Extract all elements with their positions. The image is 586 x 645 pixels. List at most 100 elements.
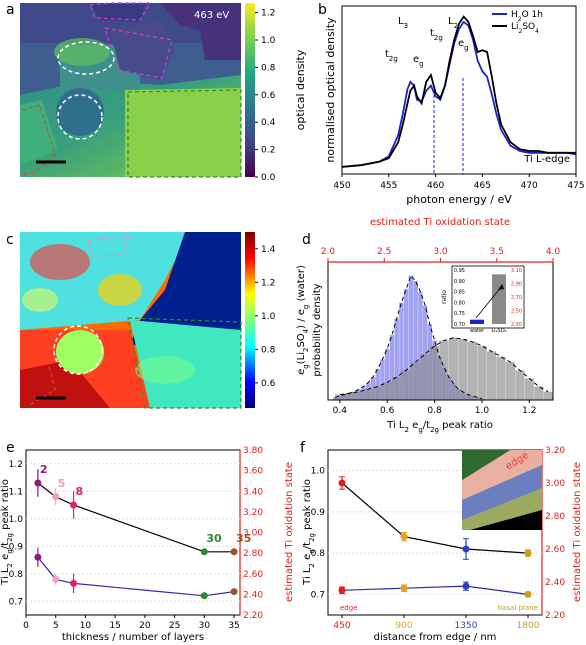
chart-f-ytick-label: 0.7 [311,590,325,600]
chart-d-bar-li2so4 [496,356,506,400]
chart-d-top-xlabel: estimated Ti oxidation state [370,217,510,228]
chart-b-xtick-label: 475 [567,181,584,191]
colorbar-a-label: optical density [294,49,307,130]
colorbar-c-tick-label: 0.6 [261,379,276,389]
chart-e-right-ytick-label: 2.80 [243,549,263,559]
chart-d-inset-ytick-label: 0.85 [454,290,465,296]
chart-e-ylabel: Ti L2 eg/t2g peak ratio [0,479,14,586]
chart-d-xtick-label: 0.6 [380,406,395,416]
chart-f-point [524,590,532,598]
colorbar-a-tick-label: 0.6 [261,91,276,101]
chart-d-inset-bar-water [470,319,484,324]
chart-d-bar-li2so4 [411,362,421,400]
chart-d-xtick-label: 1.2 [522,406,536,416]
chart-e-series-upper [37,482,235,553]
chart-d-bar-water [399,302,404,400]
chart-d-xtick-label: 0.4 [333,406,348,416]
chart-d-bar-li2so4 [467,341,478,400]
chart-d-xtick-label: 0.8 [427,406,442,416]
chart-f-right-ytick-label: 3.00 [545,479,565,489]
chart-d-fit-water [334,274,483,400]
chart-e-point [200,592,208,600]
chart-d-bar-li2so4 [363,389,373,400]
panel-letter-c: c [6,232,14,248]
chart-e-point [200,548,208,556]
chart-d-bar-li2so4 [543,391,553,400]
chart-d-top-xtick-label: 2.5 [377,247,391,257]
chart-d-bar-water [332,397,338,400]
chart-d-top-xtick-label: 4.0 [546,247,561,257]
chart-e-xtick-label: 15 [109,621,120,631]
chart-e-right-ytick-label: 3.60 [243,467,263,477]
chart-e-right-ylabel: estimated Ti oxidation state [284,462,295,602]
chart-e-ytick-label: 0.7 [9,597,23,607]
panel-letter-f: f [300,440,306,456]
chart-e-xtick-label: 20 [139,621,151,631]
chart-d-inset-right-ytick-label: 2.30 [511,322,522,328]
chart-e-point [230,548,238,556]
chart-e-point [34,479,42,487]
chart-d-bar-water [394,318,399,400]
chart-b-xtick-label: 465 [474,181,491,191]
chart-d-bar-li2so4 [344,393,354,400]
chart-e-xtick-label: 35 [228,621,239,631]
chart-f-annot-basal: basal plane [498,604,538,612]
chart-f-xtick-label: 1800 [517,621,540,631]
chart-f-xtick-label: 900 [395,621,412,631]
chart-d-top-xtick-label: 3.5 [490,247,504,257]
chart-e-ytick-label: 1.0 [9,515,24,525]
chart-e-point [230,588,238,596]
chart-d-ylabel: probability density [312,283,323,376]
chart-e-right-ytick-label: 3.80 [243,446,263,456]
chart-d-inset-ytick-label: 0.80 [454,300,465,306]
chart-f-point [462,545,470,553]
chart-d-bar-li2so4 [354,391,364,400]
chart-f-point [462,582,470,590]
panel-letter-b: b [318,2,327,18]
chart-e-point-label: 35 [236,532,251,545]
chart-f-right-ytick-label: 2.20 [545,611,565,621]
chart-e-right-ytick-label: 2.40 [243,590,263,600]
chart-d-bar-li2so4 [429,345,440,400]
chart-b-annot-l2: L2 [448,16,458,30]
colorbar-a-tick-label: 1.2 [261,9,275,19]
chart-e-right-ytick-label: 3.20 [243,508,263,518]
chart-b: 450 455 460 465 470 475 normalised optical de… [324,5,585,206]
chart-f-point [338,479,346,487]
chart-e-ytick-label: 0.9 [9,542,24,552]
panel-a-energy-label: 463 eV [194,10,229,21]
chart-f-ytick-label: 1.0 [311,467,326,477]
colorbar-c-tick-label: 1.0 [261,312,276,322]
chart-b-xtick-label: 455 [380,181,397,191]
chart-b-annot-eg-2: eg [458,38,469,52]
chart-e-xlabel: thickness / number of layers [62,632,204,643]
chart-b-series-li2so4 [341,15,576,168]
chart-e-point [34,553,42,561]
chart-f-inset-image: edge [462,450,542,530]
chart-d-bar-water [370,377,376,400]
chart-b-annot-edge: Ti L-edge [523,154,570,165]
chart-b-annot-t2g-2: t2g [430,28,443,42]
chart-e-point [52,575,60,583]
chart-e: 0.70.80.91.01.11.20 5 10 15 20 25 30 352.202.40… [0,446,295,643]
chart-d-inset-right-ytick-label: 2.90 [511,282,522,288]
chart-f: 0.7 0.8 0.9 1.0 450 900 1350 1800 2.20 2.40 2.60 2.… [302,446,583,643]
colorbar-c-tick-label: 0.8 [261,345,276,355]
chart-d-bar-water [437,356,442,400]
colorbar-a-tick-label: 1.0 [261,36,276,46]
chart-d-inset-ylabel: ratio [441,290,448,304]
chart-d-bar-li2so4 [458,339,468,400]
chart-d-bar-li2so4 [477,345,487,400]
chart-b-series-h2o [341,20,577,168]
chart-d: 0.4 0.6 0.8 1.0 1.2 2.0 2.5 3.0 3.5 4.0 probabili… [312,217,560,434]
colorbar-c-tick-label: 1.4 [261,245,276,255]
chart-d-xlabel: Ti L2 eg/t2g peak ratio [386,420,493,434]
chart-e-point-label: 30 [206,532,222,545]
chart-e-point [70,579,78,587]
chart-e-ytick-label: 1.2 [9,460,23,470]
chart-e-series-lower [37,556,235,597]
chart-e-xtick-label: 0 [23,621,29,631]
chart-d-bar-li2so4 [401,370,411,400]
panel-letter-a: a [6,2,15,18]
chart-d-bar-li2so4 [524,378,534,400]
